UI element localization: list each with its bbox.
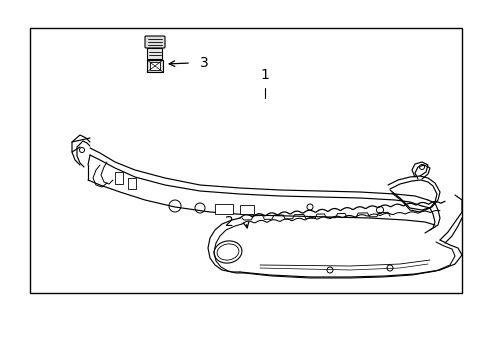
Bar <box>128 178 136 189</box>
Text: 2: 2 <box>225 215 234 229</box>
Bar <box>147 60 163 72</box>
Bar <box>150 62 160 70</box>
FancyBboxPatch shape <box>147 49 162 59</box>
Bar <box>240 205 253 214</box>
Text: 3: 3 <box>200 56 208 70</box>
Bar <box>115 172 123 184</box>
Bar <box>215 204 232 214</box>
Text: 1: 1 <box>260 68 269 82</box>
Bar <box>30 28 461 293</box>
FancyBboxPatch shape <box>145 36 164 48</box>
